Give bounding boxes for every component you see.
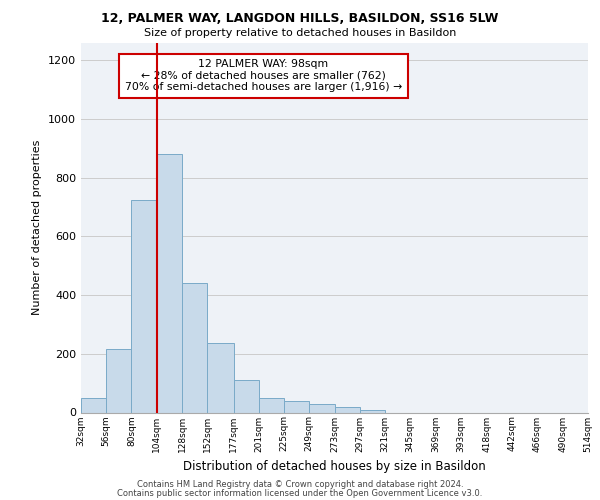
- Bar: [360, 410, 385, 412]
- Text: Contains public sector information licensed under the Open Government Licence v3: Contains public sector information licen…: [118, 488, 482, 498]
- Bar: [182, 284, 207, 412]
- Bar: [81, 398, 106, 412]
- Bar: [157, 154, 182, 412]
- Text: Contains HM Land Registry data © Crown copyright and database right 2024.: Contains HM Land Registry data © Crown c…: [137, 480, 463, 489]
- Bar: [106, 350, 131, 412]
- Text: Size of property relative to detached houses in Basildon: Size of property relative to detached ho…: [144, 28, 456, 38]
- Bar: [207, 344, 233, 412]
- Bar: [335, 406, 360, 412]
- Bar: [259, 398, 284, 412]
- X-axis label: Distribution of detached houses by size in Basildon: Distribution of detached houses by size …: [183, 460, 486, 473]
- Y-axis label: Number of detached properties: Number of detached properties: [32, 140, 43, 315]
- Text: 12, PALMER WAY, LANGDON HILLS, BASILDON, SS16 5LW: 12, PALMER WAY, LANGDON HILLS, BASILDON,…: [101, 12, 499, 26]
- Bar: [233, 380, 259, 412]
- Bar: [284, 402, 309, 412]
- Text: 12 PALMER WAY: 98sqm
← 28% of detached houses are smaller (762)
70% of semi-deta: 12 PALMER WAY: 98sqm ← 28% of detached h…: [125, 59, 402, 92]
- Bar: [309, 404, 335, 412]
- Bar: [131, 200, 157, 412]
